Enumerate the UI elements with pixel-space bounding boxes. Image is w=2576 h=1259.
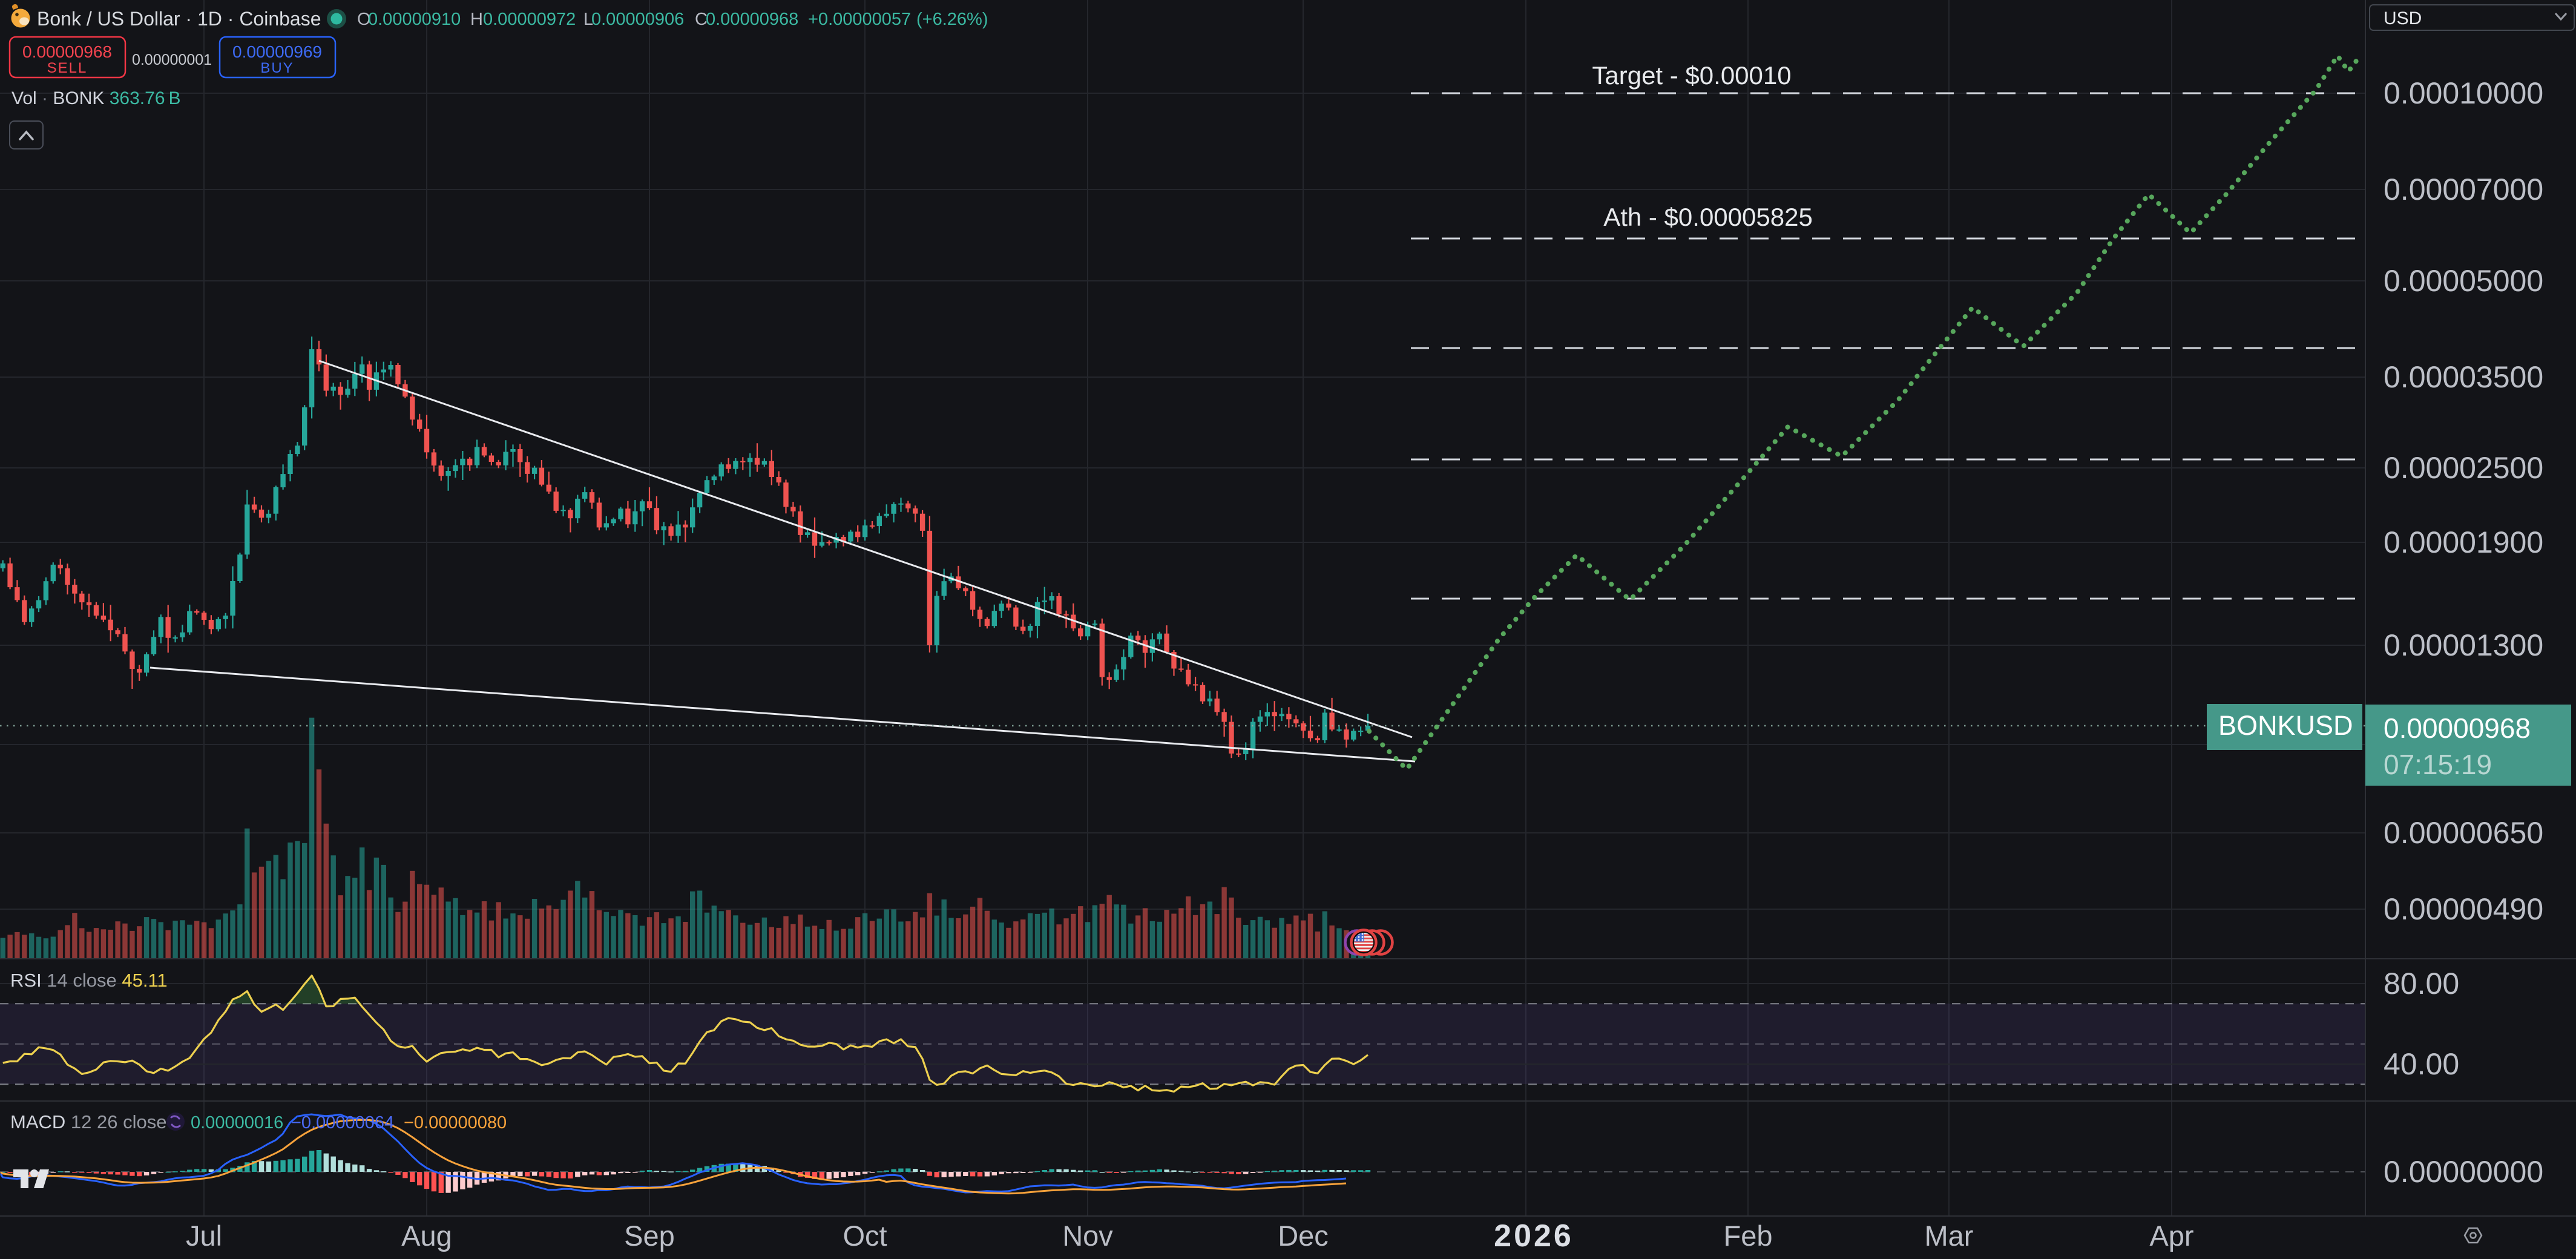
svg-text:0.00000000: 0.00000000 xyxy=(2384,1155,2543,1189)
svg-text:BONKUSD: BONKUSD xyxy=(2218,710,2353,741)
svg-text:O: O xyxy=(357,10,371,29)
svg-text:Bonk / US Dollar · 1D · Coinba: Bonk / US Dollar · 1D · Coinbase xyxy=(37,8,321,30)
svg-text:Aug: Aug xyxy=(401,1220,452,1252)
svg-text:07:15:19: 07:15:19 xyxy=(2384,749,2492,780)
svg-text:0.00000972: 0.00000972 xyxy=(483,10,576,29)
svg-text:BUY: BUY xyxy=(260,60,294,76)
svg-text:2026: 2026 xyxy=(1494,1218,1574,1254)
svg-text:L: L xyxy=(583,10,593,29)
svg-text:Mar: Mar xyxy=(1925,1220,1974,1252)
svg-text:0.00005000: 0.00005000 xyxy=(2384,264,2543,298)
svg-text:0.00000650: 0.00000650 xyxy=(2384,816,2543,850)
svg-text:Ath - $0.00005825: Ath - $0.00005825 xyxy=(1603,203,1813,231)
svg-text:SELL: SELL xyxy=(47,60,88,76)
svg-text:C: C xyxy=(695,10,708,29)
svg-text:USD: USD xyxy=(2384,8,2422,28)
svg-text:0.00000001: 0.00000001 xyxy=(132,51,212,68)
svg-text:0.00000906: 0.00000906 xyxy=(591,10,684,29)
svg-text:−0.00000080: −0.00000080 xyxy=(404,1113,507,1132)
svg-text:(+6.26%): (+6.26%) xyxy=(916,10,988,29)
svg-text:+0.00000057: +0.00000057 xyxy=(808,10,911,29)
svg-text:0.00010000: 0.00010000 xyxy=(2384,76,2543,110)
svg-text:H: H xyxy=(470,10,483,29)
svg-text:Sep: Sep xyxy=(624,1220,675,1252)
svg-text:0.00000968: 0.00000968 xyxy=(2384,712,2531,744)
svg-text:Vol · BONK 363.76 B: Vol · BONK 363.76 B xyxy=(12,88,181,108)
svg-text:40.00: 40.00 xyxy=(2384,1047,2459,1081)
svg-text:Apr: Apr xyxy=(2149,1220,2193,1252)
svg-text:0.00001900: 0.00001900 xyxy=(2384,525,2543,559)
svg-text:0.00001300: 0.00001300 xyxy=(2384,628,2543,662)
svg-text:0.00002500: 0.00002500 xyxy=(2384,451,2543,485)
svg-text:Target - $0.00010: Target - $0.00010 xyxy=(1592,61,1791,90)
svg-text:0.00007000: 0.00007000 xyxy=(2384,173,2543,206)
svg-text:0.00000490: 0.00000490 xyxy=(2384,892,2543,926)
svg-text:80.00: 80.00 xyxy=(2384,967,2459,1001)
svg-text:Feb: Feb xyxy=(1724,1220,1773,1252)
svg-text:MACD 12 26 close: MACD 12 26 close xyxy=(10,1111,166,1132)
svg-text:0.00003500: 0.00003500 xyxy=(2384,360,2543,394)
svg-text:0.00000016: 0.00000016 xyxy=(191,1113,283,1132)
svg-text:0.00000968: 0.00000968 xyxy=(22,42,112,61)
svg-text:Jul: Jul xyxy=(186,1220,222,1252)
svg-text:0.00000968: 0.00000968 xyxy=(706,10,798,29)
svg-text:0.00000969: 0.00000969 xyxy=(232,42,322,61)
svg-text:0.00000910: 0.00000910 xyxy=(368,10,461,29)
svg-text:Nov: Nov xyxy=(1062,1220,1113,1252)
svg-text:−0.00000064: −0.00000064 xyxy=(291,1113,394,1132)
svg-text:Oct: Oct xyxy=(843,1220,887,1252)
svg-text:RSI 14 close 45.11: RSI 14 close 45.11 xyxy=(10,970,168,991)
svg-text:Dec: Dec xyxy=(1278,1220,1329,1252)
